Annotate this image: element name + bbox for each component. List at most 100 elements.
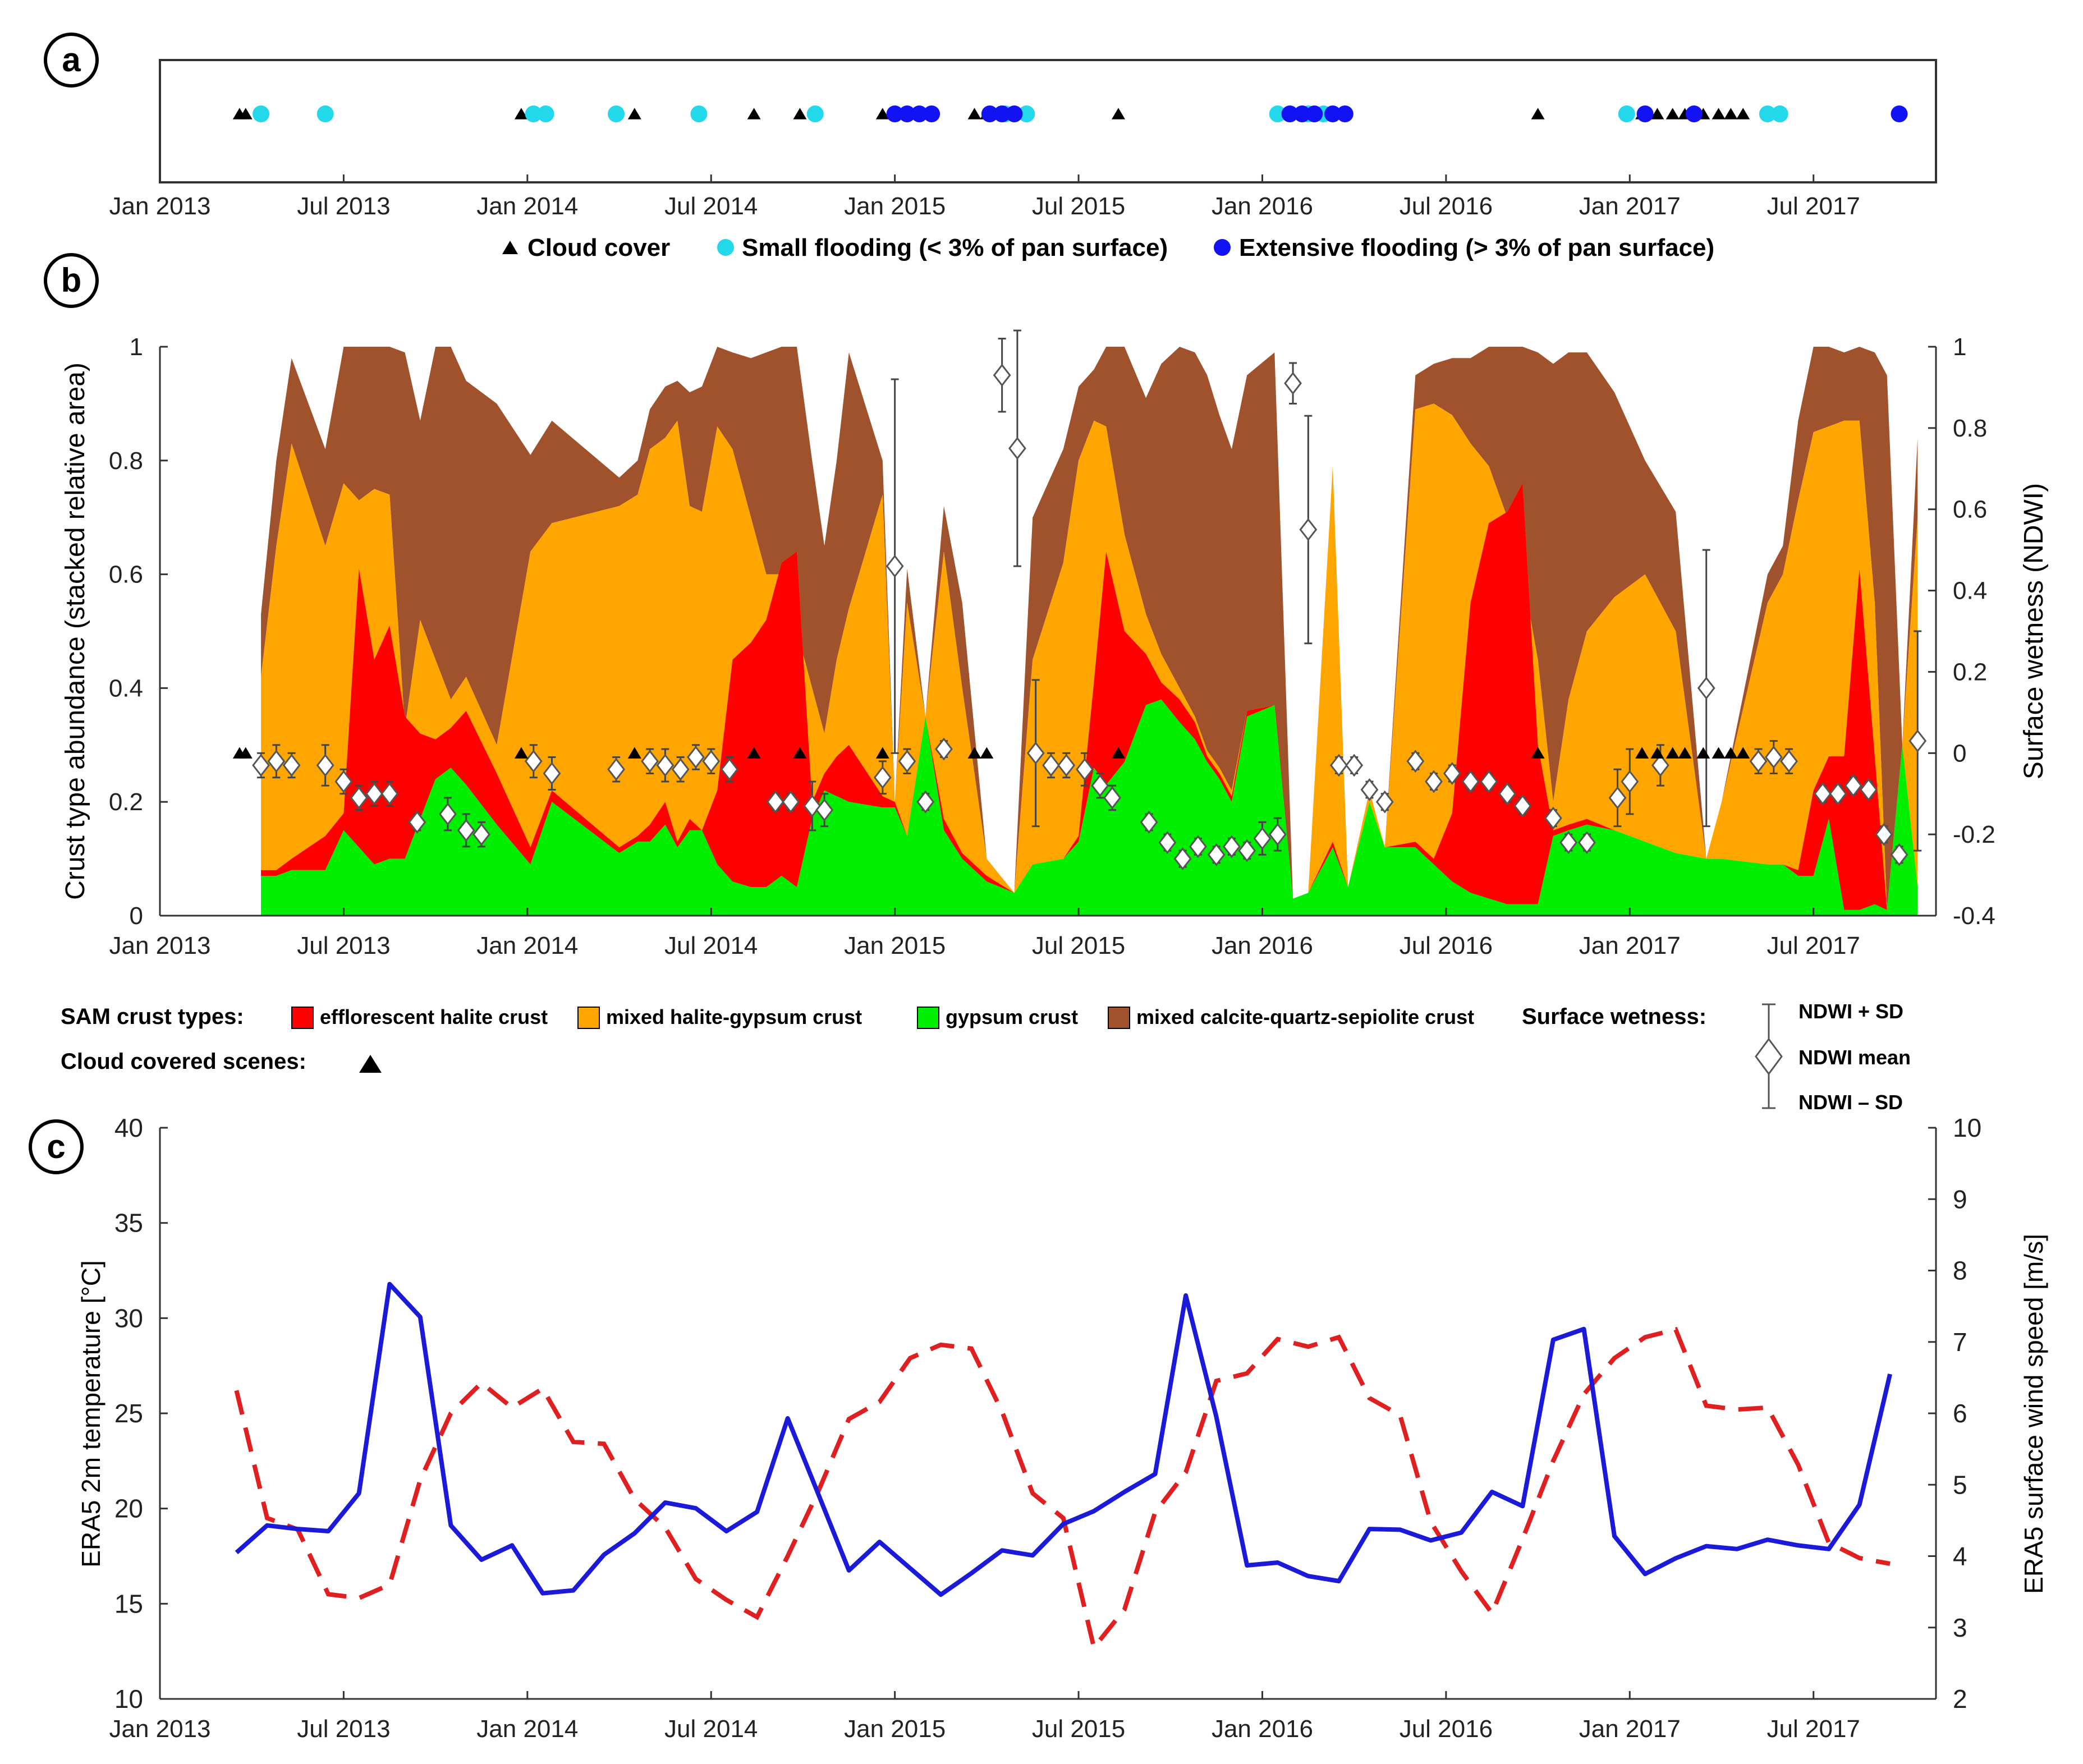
x-tick-label: Jan 2017 bbox=[1579, 192, 1681, 220]
panel-b-label-circle bbox=[44, 253, 99, 308]
ndwi-mean-marker bbox=[1749, 750, 1768, 773]
mixed-halite-gypsum-area bbox=[261, 403, 1918, 910]
ndwi-mean-marker bbox=[1860, 778, 1878, 801]
ndwi-mean-marker bbox=[1608, 786, 1627, 810]
y-tick-label: 0 bbox=[130, 902, 143, 930]
ndwi-mean-marker bbox=[350, 786, 368, 810]
x-tick-label: Jan 2016 bbox=[1212, 1715, 1313, 1743]
legend-a: Cloud cover Small flooding (< 3% of pan … bbox=[502, 234, 1714, 261]
legend-b: SAM crust types: efflorescent halite cru… bbox=[61, 1000, 1911, 1114]
ndwi-mean-marker bbox=[1173, 847, 1192, 871]
legend-mixed-swatch bbox=[577, 1007, 600, 1029]
y-tick-label: 20 bbox=[114, 1494, 143, 1523]
cloud-marker bbox=[1736, 108, 1750, 120]
ndwi-mean-marker bbox=[1330, 754, 1348, 777]
y2-tick-label: 10 bbox=[1953, 1113, 1981, 1142]
small-flood-marker bbox=[525, 105, 542, 122]
ndwi-mean-marker bbox=[1697, 676, 1715, 700]
panel-b-y2label: Surface wetness (NDWI) bbox=[2019, 483, 2049, 779]
y2-tick-label: 0.6 bbox=[1953, 496, 1987, 523]
ndwi-mean-marker bbox=[1559, 831, 1578, 855]
x-tick-label: Jul 2015 bbox=[1032, 192, 1125, 220]
ndwi-mean-marker bbox=[1875, 823, 1893, 846]
x-tick-label: Jan 2016 bbox=[1212, 932, 1313, 959]
ndwi-mean-marker bbox=[457, 819, 475, 842]
ndwi-mean-marker bbox=[1268, 823, 1287, 846]
x-tick-label: Jul 2015 bbox=[1032, 1715, 1125, 1743]
extensive-flood-marker bbox=[993, 105, 1011, 122]
x-tick-label: Jul 2014 bbox=[664, 932, 758, 959]
ndwi-mean-marker bbox=[472, 823, 490, 846]
y-tick-label: 1 bbox=[130, 333, 143, 361]
cloud-marker bbox=[1724, 108, 1738, 120]
ndwi-mean-marker bbox=[721, 757, 738, 781]
panel-b-label: b bbox=[61, 261, 82, 299]
small-flood-marker bbox=[537, 105, 554, 122]
ndwi-mean-marker bbox=[687, 746, 705, 769]
ndwi-mean-marker bbox=[1042, 754, 1060, 777]
gypsum-area bbox=[261, 699, 1918, 916]
ndwi-mean-marker bbox=[439, 802, 457, 826]
cloud-marker bbox=[627, 108, 641, 120]
cloud-marker bbox=[1666, 108, 1680, 120]
x-tick-label: Jul 2016 bbox=[1400, 192, 1493, 220]
ndwi-mean-marker bbox=[671, 757, 690, 781]
extensive-flood-marker bbox=[886, 105, 903, 122]
ndwi-mean-marker bbox=[543, 762, 561, 785]
cloud-marker bbox=[793, 747, 807, 759]
cloud-marker bbox=[793, 108, 807, 120]
extensive-flood-marker bbox=[1306, 105, 1323, 122]
ndwi-mean-marker bbox=[1057, 754, 1076, 777]
ndwi-mean-marker bbox=[1189, 835, 1207, 858]
small-flood-marker bbox=[1269, 105, 1286, 122]
ndwi-mean-marker bbox=[1480, 770, 1498, 793]
extensive-flood-marker bbox=[981, 105, 998, 122]
y-tick-label: 0.4 bbox=[109, 674, 143, 702]
cloud-marker bbox=[967, 108, 981, 120]
panel-a-frame bbox=[159, 59, 1937, 183]
ndwi-mean-marker bbox=[408, 810, 426, 834]
y2-tick-label: 9 bbox=[1953, 1184, 1967, 1214]
small-flood-marker bbox=[253, 105, 270, 122]
y2-tick-label: 0.4 bbox=[1953, 577, 1987, 605]
ndwi-mean-marker bbox=[815, 798, 834, 822]
y2-tick-label: -0.4 bbox=[1953, 902, 1995, 930]
extensive-flood-marker bbox=[1324, 105, 1341, 122]
extensive-flood-marker bbox=[1891, 105, 1908, 122]
ndwi-mean-marker bbox=[1498, 782, 1516, 806]
ndwi-mean-marker bbox=[316, 754, 334, 777]
cloud-marker bbox=[627, 747, 641, 759]
ndwi-mean-marker bbox=[1544, 806, 1562, 830]
ndwi-mean-marker bbox=[1814, 782, 1832, 806]
panel-c: c Jan 2013 Jul 2013 Jan 2014 Jul 2014 Jan 20… bbox=[29, 1113, 2048, 1743]
x-tick-label: Jan 2015 bbox=[844, 932, 946, 959]
cloud-marker bbox=[1696, 747, 1710, 759]
y2-tick-label: 2 bbox=[1953, 1684, 1967, 1714]
legend-cloud-label: Cloud cover bbox=[527, 234, 670, 261]
ndwi-mean-marker bbox=[607, 757, 625, 781]
y-tick-label: 10 bbox=[114, 1684, 143, 1714]
x-tick-label: Jul 2016 bbox=[1400, 1715, 1493, 1743]
y2-tick-label: 0.8 bbox=[1953, 415, 1987, 442]
ndwi-mean-marker bbox=[1780, 750, 1798, 773]
extensive-flood-marker bbox=[1293, 105, 1311, 122]
ndwi-mean-marker bbox=[1223, 835, 1241, 858]
ndwi-mean-marker bbox=[1284, 371, 1302, 395]
panel-c-label: c bbox=[47, 1128, 65, 1165]
x-tick-label: Jul 2017 bbox=[1767, 1715, 1860, 1743]
y2-tick-label: 5 bbox=[1953, 1470, 1967, 1499]
cloud-marker bbox=[967, 747, 981, 759]
legend-wetness-title: Surface wetness: bbox=[1522, 1004, 1706, 1029]
legend-cloud-marker bbox=[502, 241, 518, 254]
cloud-marker bbox=[1666, 747, 1680, 759]
small-flood-marker bbox=[806, 105, 824, 122]
wind-speed-line bbox=[235, 1281, 1892, 1597]
ndwi-mean-marker bbox=[1890, 843, 1908, 866]
temperature-line bbox=[234, 1326, 1891, 1653]
extensive-flood-marker bbox=[1281, 105, 1299, 122]
ndwi-mean-marker bbox=[1764, 746, 1783, 769]
y-tick-label: 15 bbox=[114, 1589, 143, 1618]
x-tick-label: Jul 2013 bbox=[297, 192, 390, 220]
panel-b-ylabel: Crust type abundance (stacked relative a… bbox=[61, 362, 90, 900]
cloud-marker bbox=[1112, 108, 1126, 120]
